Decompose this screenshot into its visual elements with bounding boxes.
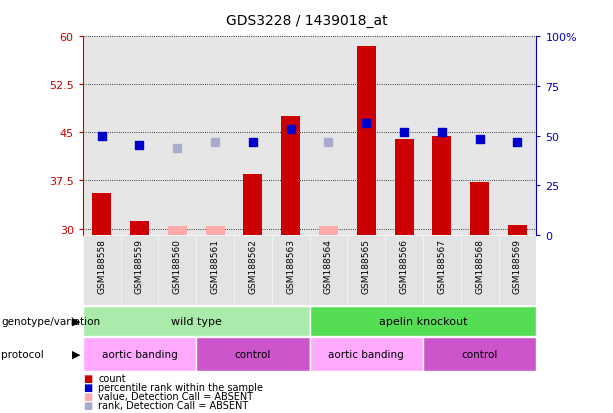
Bar bbox=[83, 306, 310, 336]
Point bbox=[134, 142, 145, 149]
Text: GSM188559: GSM188559 bbox=[135, 239, 144, 294]
Text: GSM188564: GSM188564 bbox=[324, 239, 333, 294]
Text: ▶: ▶ bbox=[72, 316, 81, 326]
Point bbox=[361, 120, 371, 127]
Text: protocol: protocol bbox=[1, 349, 44, 359]
Bar bbox=[281, 117, 300, 235]
Point bbox=[248, 139, 257, 146]
Bar bbox=[83, 37, 121, 235]
Bar bbox=[357, 47, 376, 235]
Bar bbox=[272, 235, 310, 306]
Bar bbox=[385, 37, 423, 235]
Text: value, Detection Call = ABSENT: value, Detection Call = ABSENT bbox=[98, 391, 253, 401]
Text: GSM188566: GSM188566 bbox=[400, 239, 409, 294]
Bar bbox=[432, 136, 451, 235]
Bar bbox=[470, 183, 489, 235]
Bar bbox=[205, 226, 224, 235]
Text: wild type: wild type bbox=[171, 316, 221, 326]
Bar bbox=[196, 37, 234, 235]
Text: ■: ■ bbox=[83, 400, 92, 410]
Text: GSM188561: GSM188561 bbox=[210, 239, 219, 294]
Point bbox=[475, 136, 485, 143]
Bar bbox=[158, 235, 196, 306]
Bar bbox=[461, 37, 498, 235]
Text: control: control bbox=[462, 349, 498, 359]
Text: GSM188565: GSM188565 bbox=[362, 239, 371, 294]
Point bbox=[437, 130, 447, 136]
Text: aortic banding: aortic banding bbox=[329, 349, 404, 359]
Point bbox=[210, 139, 220, 146]
Text: GSM188558: GSM188558 bbox=[97, 239, 106, 294]
Point bbox=[97, 133, 107, 140]
Bar bbox=[310, 235, 348, 306]
Bar bbox=[272, 37, 310, 235]
Bar bbox=[395, 140, 414, 235]
Text: ▶: ▶ bbox=[72, 349, 81, 359]
Text: apelin knockout: apelin knockout bbox=[379, 316, 467, 326]
Text: control: control bbox=[235, 349, 271, 359]
Bar bbox=[310, 37, 348, 235]
Bar bbox=[83, 235, 121, 306]
Text: aortic banding: aortic banding bbox=[102, 349, 177, 359]
Bar bbox=[243, 175, 262, 235]
Text: ■: ■ bbox=[83, 382, 92, 392]
Text: GSM188567: GSM188567 bbox=[437, 239, 446, 294]
Bar bbox=[130, 221, 149, 235]
Bar bbox=[508, 225, 527, 235]
Text: rank, Detection Call = ABSENT: rank, Detection Call = ABSENT bbox=[98, 400, 248, 410]
Point bbox=[399, 130, 409, 136]
Point bbox=[512, 139, 522, 146]
Point bbox=[324, 139, 333, 146]
Text: GSM188562: GSM188562 bbox=[248, 239, 257, 294]
Text: genotype/variation: genotype/variation bbox=[1, 316, 101, 326]
Bar bbox=[423, 337, 536, 371]
Bar bbox=[196, 235, 234, 306]
Bar bbox=[423, 37, 461, 235]
Text: GSM188569: GSM188569 bbox=[513, 239, 522, 294]
Bar bbox=[423, 235, 461, 306]
Bar bbox=[348, 235, 385, 306]
Bar bbox=[83, 337, 196, 371]
Point bbox=[172, 146, 182, 152]
Text: count: count bbox=[98, 373, 126, 383]
Bar bbox=[121, 235, 158, 306]
Bar bbox=[121, 37, 158, 235]
Bar bbox=[168, 226, 187, 235]
Bar bbox=[348, 37, 385, 235]
Text: ■: ■ bbox=[83, 373, 92, 383]
Bar bbox=[385, 235, 423, 306]
Bar bbox=[498, 37, 536, 235]
Text: ■: ■ bbox=[83, 391, 92, 401]
Bar bbox=[158, 37, 196, 235]
Bar bbox=[310, 306, 536, 336]
Bar bbox=[92, 194, 111, 235]
Bar bbox=[196, 337, 310, 371]
Text: GSM188560: GSM188560 bbox=[173, 239, 182, 294]
Text: GDS3228 / 1439018_at: GDS3228 / 1439018_at bbox=[226, 14, 387, 28]
Text: GSM188568: GSM188568 bbox=[475, 239, 484, 294]
Bar bbox=[234, 37, 272, 235]
Bar bbox=[310, 337, 423, 371]
Point bbox=[286, 127, 295, 133]
Bar bbox=[461, 235, 498, 306]
Text: percentile rank within the sample: percentile rank within the sample bbox=[98, 382, 263, 392]
Bar bbox=[234, 235, 272, 306]
Bar bbox=[498, 235, 536, 306]
Text: GSM188563: GSM188563 bbox=[286, 239, 295, 294]
Bar bbox=[319, 226, 338, 235]
